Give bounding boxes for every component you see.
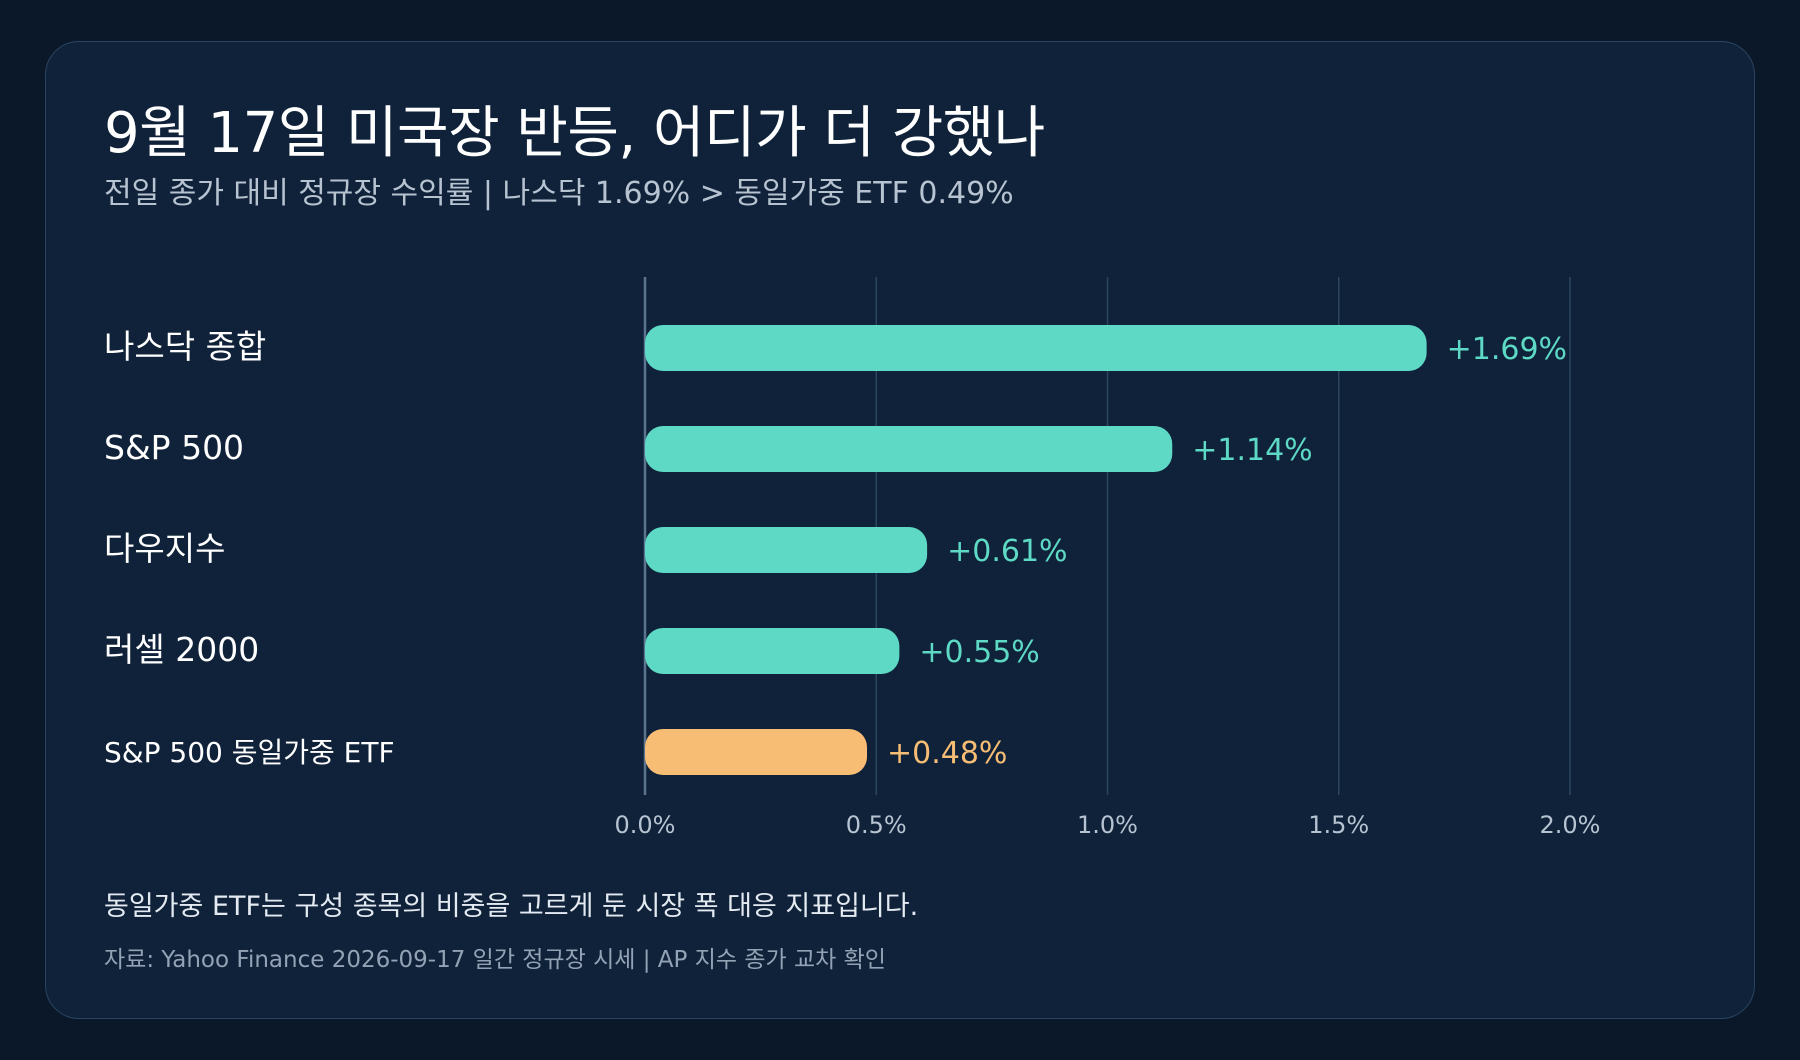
x-tick-label: 0.5% (846, 811, 907, 839)
category-label: 다우지수 (104, 529, 225, 568)
value-label: +0.48% (887, 736, 1007, 771)
category-label: S&P 500 (104, 428, 244, 467)
x-tick-label: 2.0% (1540, 811, 1601, 839)
bar (645, 628, 900, 674)
bar (645, 325, 1427, 371)
chart-source: 자료: Yahoo Finance 2026-09-17 일간 정규장 시세 |… (104, 947, 886, 973)
category-label: 러셀 2000 (104, 630, 259, 669)
category-label: S&P 500 동일가중 ETF (104, 736, 395, 769)
x-tick-label: 1.0% (1077, 811, 1138, 839)
x-tick-label: 1.5% (1308, 811, 1369, 839)
bar (645, 527, 928, 573)
bar (645, 729, 867, 775)
chart-note: 동일가중 ETF는 구성 종목의 비중을 고르게 둔 시장 폭 대응 지표입니다… (104, 891, 919, 922)
value-label: +1.14% (1192, 433, 1312, 468)
chart-subtitle: 전일 종가 대비 정규장 수익률 | 나스닥 1.69% > 동일가중 ETF … (104, 176, 1014, 211)
chart-title: 9월 17일 미국장 반등, 어디가 더 강했나 (104, 101, 1045, 166)
value-label: +0.55% (919, 635, 1039, 670)
x-tick-label: 0.0% (615, 811, 676, 839)
value-label: +1.69% (1447, 332, 1567, 367)
category-label: 나스닥 종합 (104, 327, 266, 366)
bar (645, 426, 1173, 472)
value-label: +0.61% (947, 534, 1067, 569)
